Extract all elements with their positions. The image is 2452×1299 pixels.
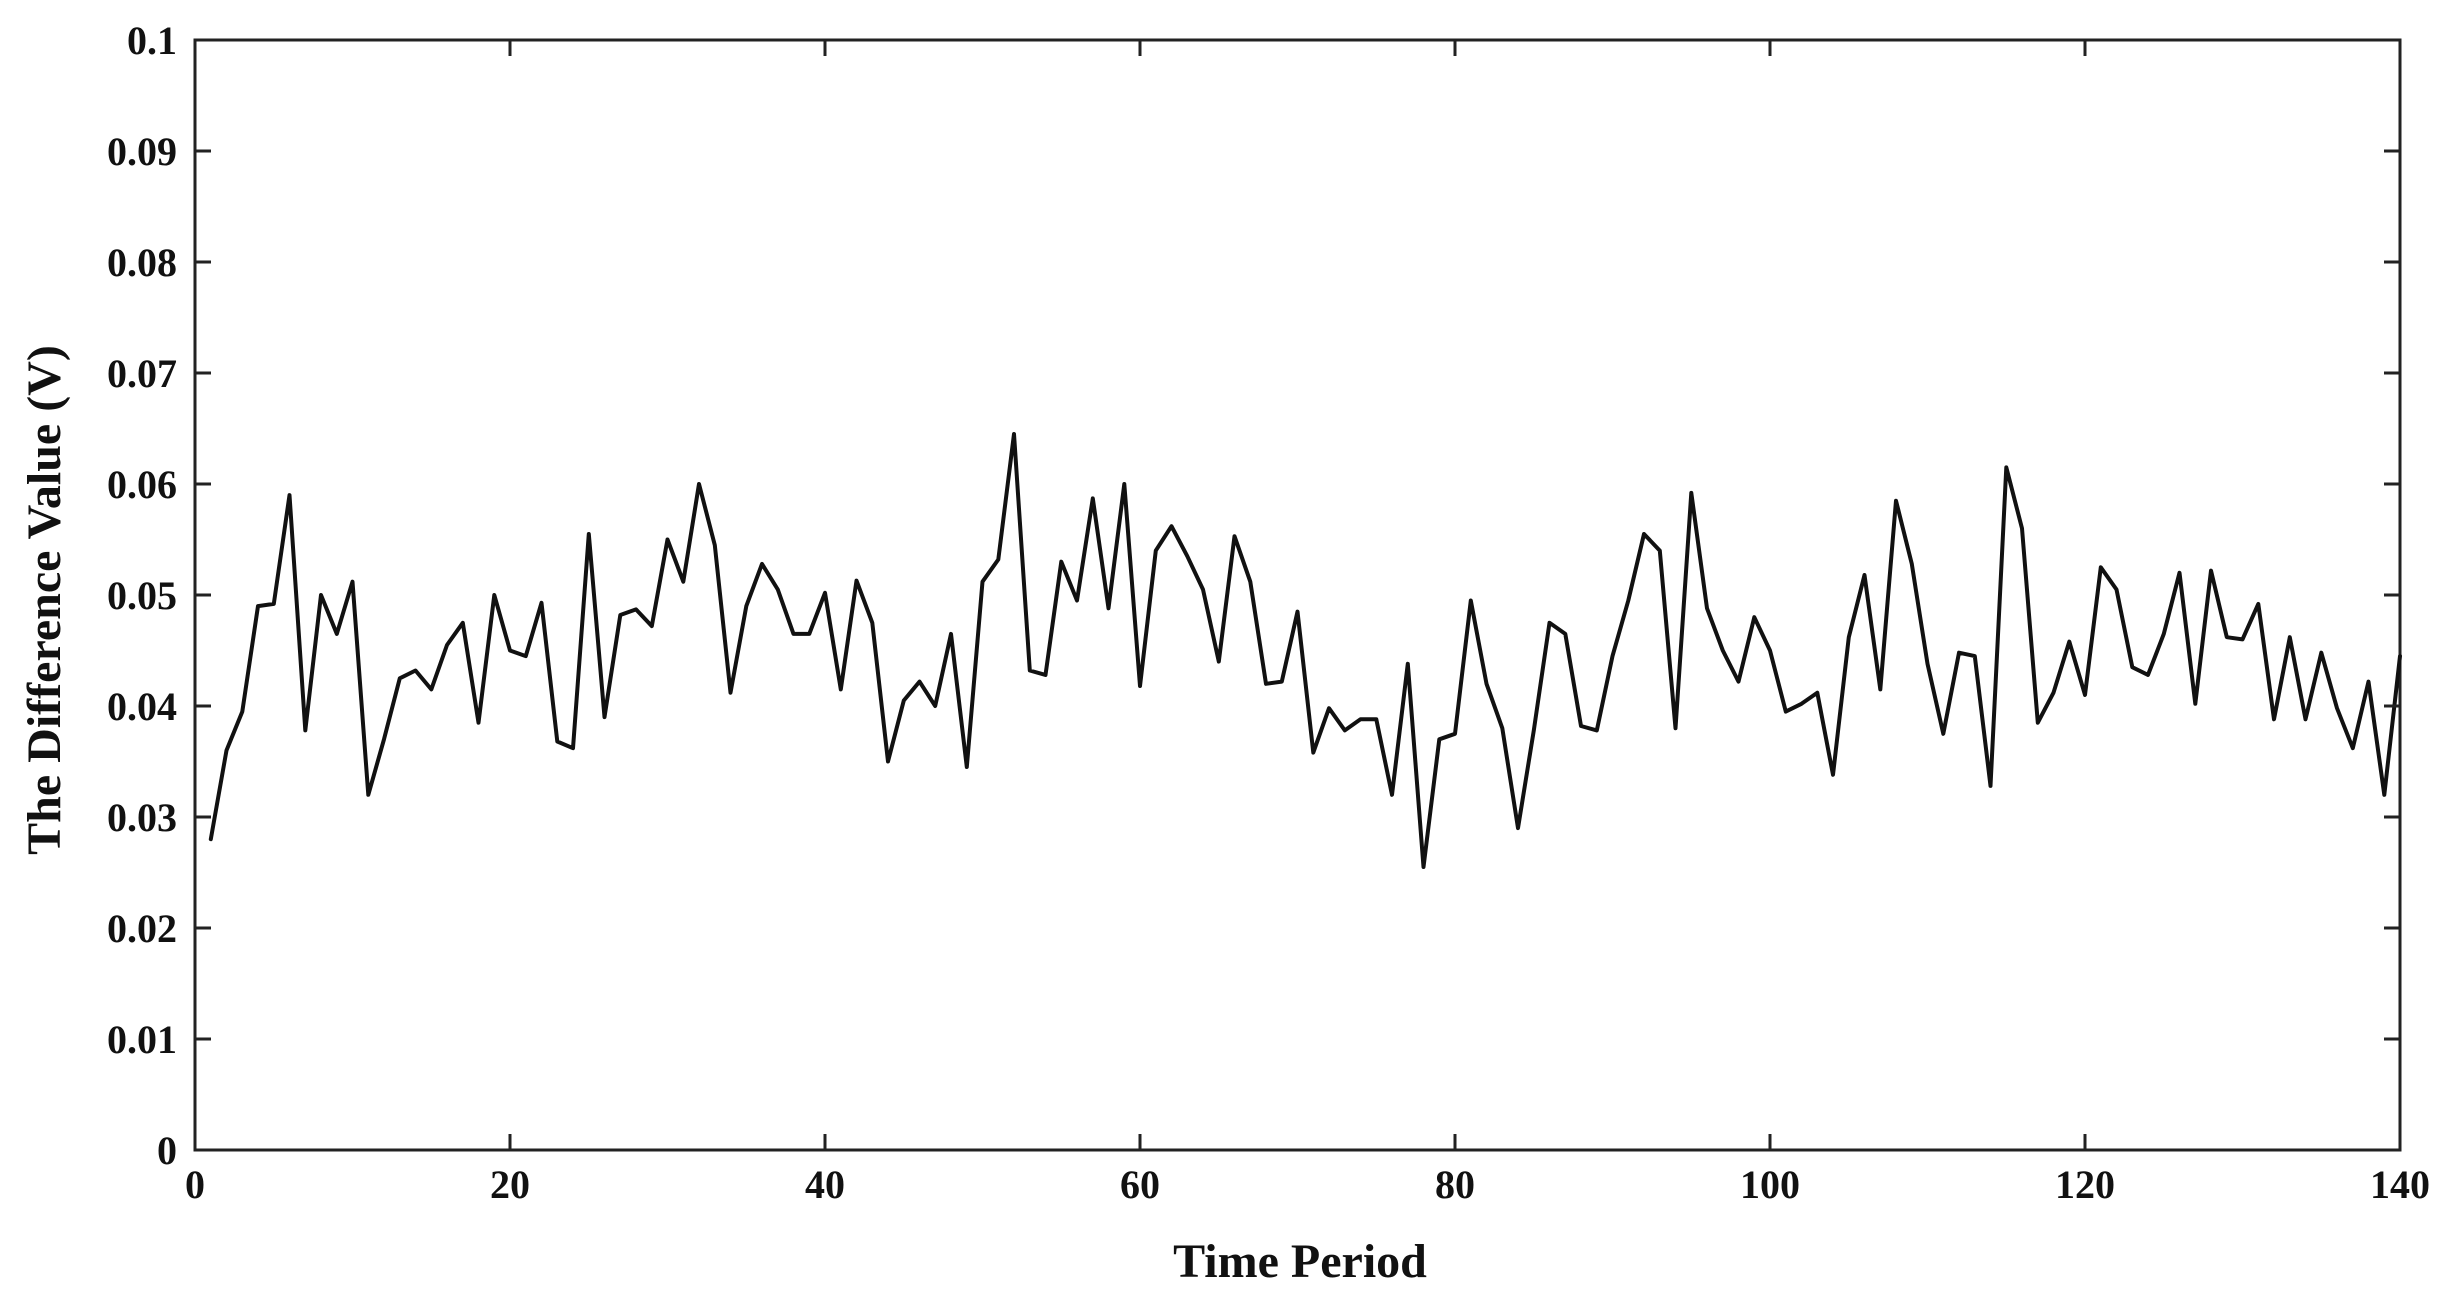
y-tick-label: 0.04	[107, 684, 177, 729]
x-axis-title: Time Period	[1173, 1235, 1427, 1288]
x-tick-label: 20	[490, 1162, 530, 1207]
x-tick-label: 80	[1435, 1162, 1475, 1207]
x-tick-label: 40	[805, 1162, 845, 1207]
x-tick-label: 140	[2370, 1162, 2430, 1207]
x-tick-label: 60	[1120, 1162, 1160, 1207]
y-tick-label: 0.02	[107, 906, 177, 951]
y-tick-label: 0.1	[127, 18, 177, 63]
y-tick-label: 0.07	[107, 351, 177, 396]
plot-frame	[193, 38, 2402, 1152]
tick-labels: 0 20 40 60 80 100 120 140 0 0.01 0.02 0.03 0.04 0.05 0…	[107, 18, 2430, 1207]
x-tick-label: 100	[1740, 1162, 1800, 1207]
y-axis-title: The Difference Value (V)	[18, 345, 71, 855]
y-tick-label: 0.01	[107, 1017, 177, 1062]
y-tick-label: 0.06	[107, 462, 177, 507]
y-tick-label: 0.09	[107, 129, 177, 174]
y-tick-label: 0.05	[107, 573, 177, 618]
axis-ticks	[193, 38, 2402, 1152]
y-tick-label: 0.03	[107, 795, 177, 840]
y-tick-label: 0.08	[107, 240, 177, 285]
series-line-1	[208, 432, 2402, 869]
x-tick-label: 0	[185, 1162, 205, 1207]
y-tick-label: 0	[157, 1128, 177, 1173]
x-tick-label: 120	[2055, 1162, 2115, 1207]
plot-area	[193, 38, 2402, 1152]
